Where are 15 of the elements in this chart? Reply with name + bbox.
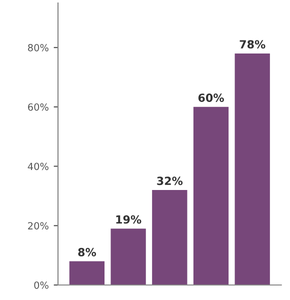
- bar: [110, 228, 146, 285]
- bar: [234, 53, 270, 285]
- y-tick-label: 60%: [28, 103, 48, 111]
- data-label: 8%: [78, 248, 96, 256]
- data-label: 60%: [198, 94, 224, 102]
- data-label: 78%: [240, 40, 266, 49]
- y-tick-label: 20%: [28, 222, 48, 230]
- bar: [152, 190, 188, 285]
- data-label: 32%: [157, 176, 183, 186]
- y-tick-label: 40%: [28, 162, 48, 170]
- y-tick-label: 0%: [34, 281, 48, 289]
- bar: [193, 106, 229, 285]
- data-label: 19%: [116, 215, 142, 224]
- y-tick-label: 80%: [28, 44, 48, 52]
- bar: [69, 261, 105, 285]
